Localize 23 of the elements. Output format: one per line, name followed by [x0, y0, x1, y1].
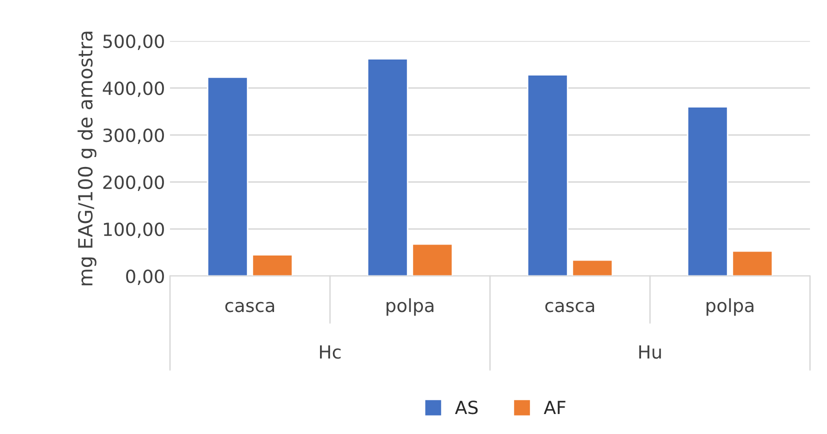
legend-label: AS: [455, 400, 478, 414]
x-tick-label: polpa: [386, 298, 434, 316]
bar: [732, 250, 774, 276]
y-tick-label: 0,00: [126, 269, 164, 285]
y-tick-label: 500,00: [103, 34, 164, 50]
bar: [686, 106, 728, 276]
x-tick-label: polpa: [706, 298, 754, 316]
bar: [526, 74, 568, 276]
bar: [572, 259, 614, 276]
text: Hu: [639, 345, 661, 359]
x-tick-label: casca: [225, 302, 274, 312]
y-tick-label: 300,00: [103, 128, 164, 144]
y-tick-label: 100,00: [104, 222, 164, 238]
text: Hc: [320, 345, 341, 359]
bar: [412, 243, 454, 276]
bar: [206, 76, 248, 276]
x-tick-label: casca: [545, 302, 594, 312]
bar: [252, 254, 294, 276]
y-axis-title: mg EAG/100 g de amostra: [78, 32, 96, 286]
legend-label: AF: [544, 400, 566, 414]
y-tick-label: 200,00: [103, 175, 164, 191]
y-tick-label: 400,00: [102, 81, 164, 97]
bar: [366, 58, 408, 276]
